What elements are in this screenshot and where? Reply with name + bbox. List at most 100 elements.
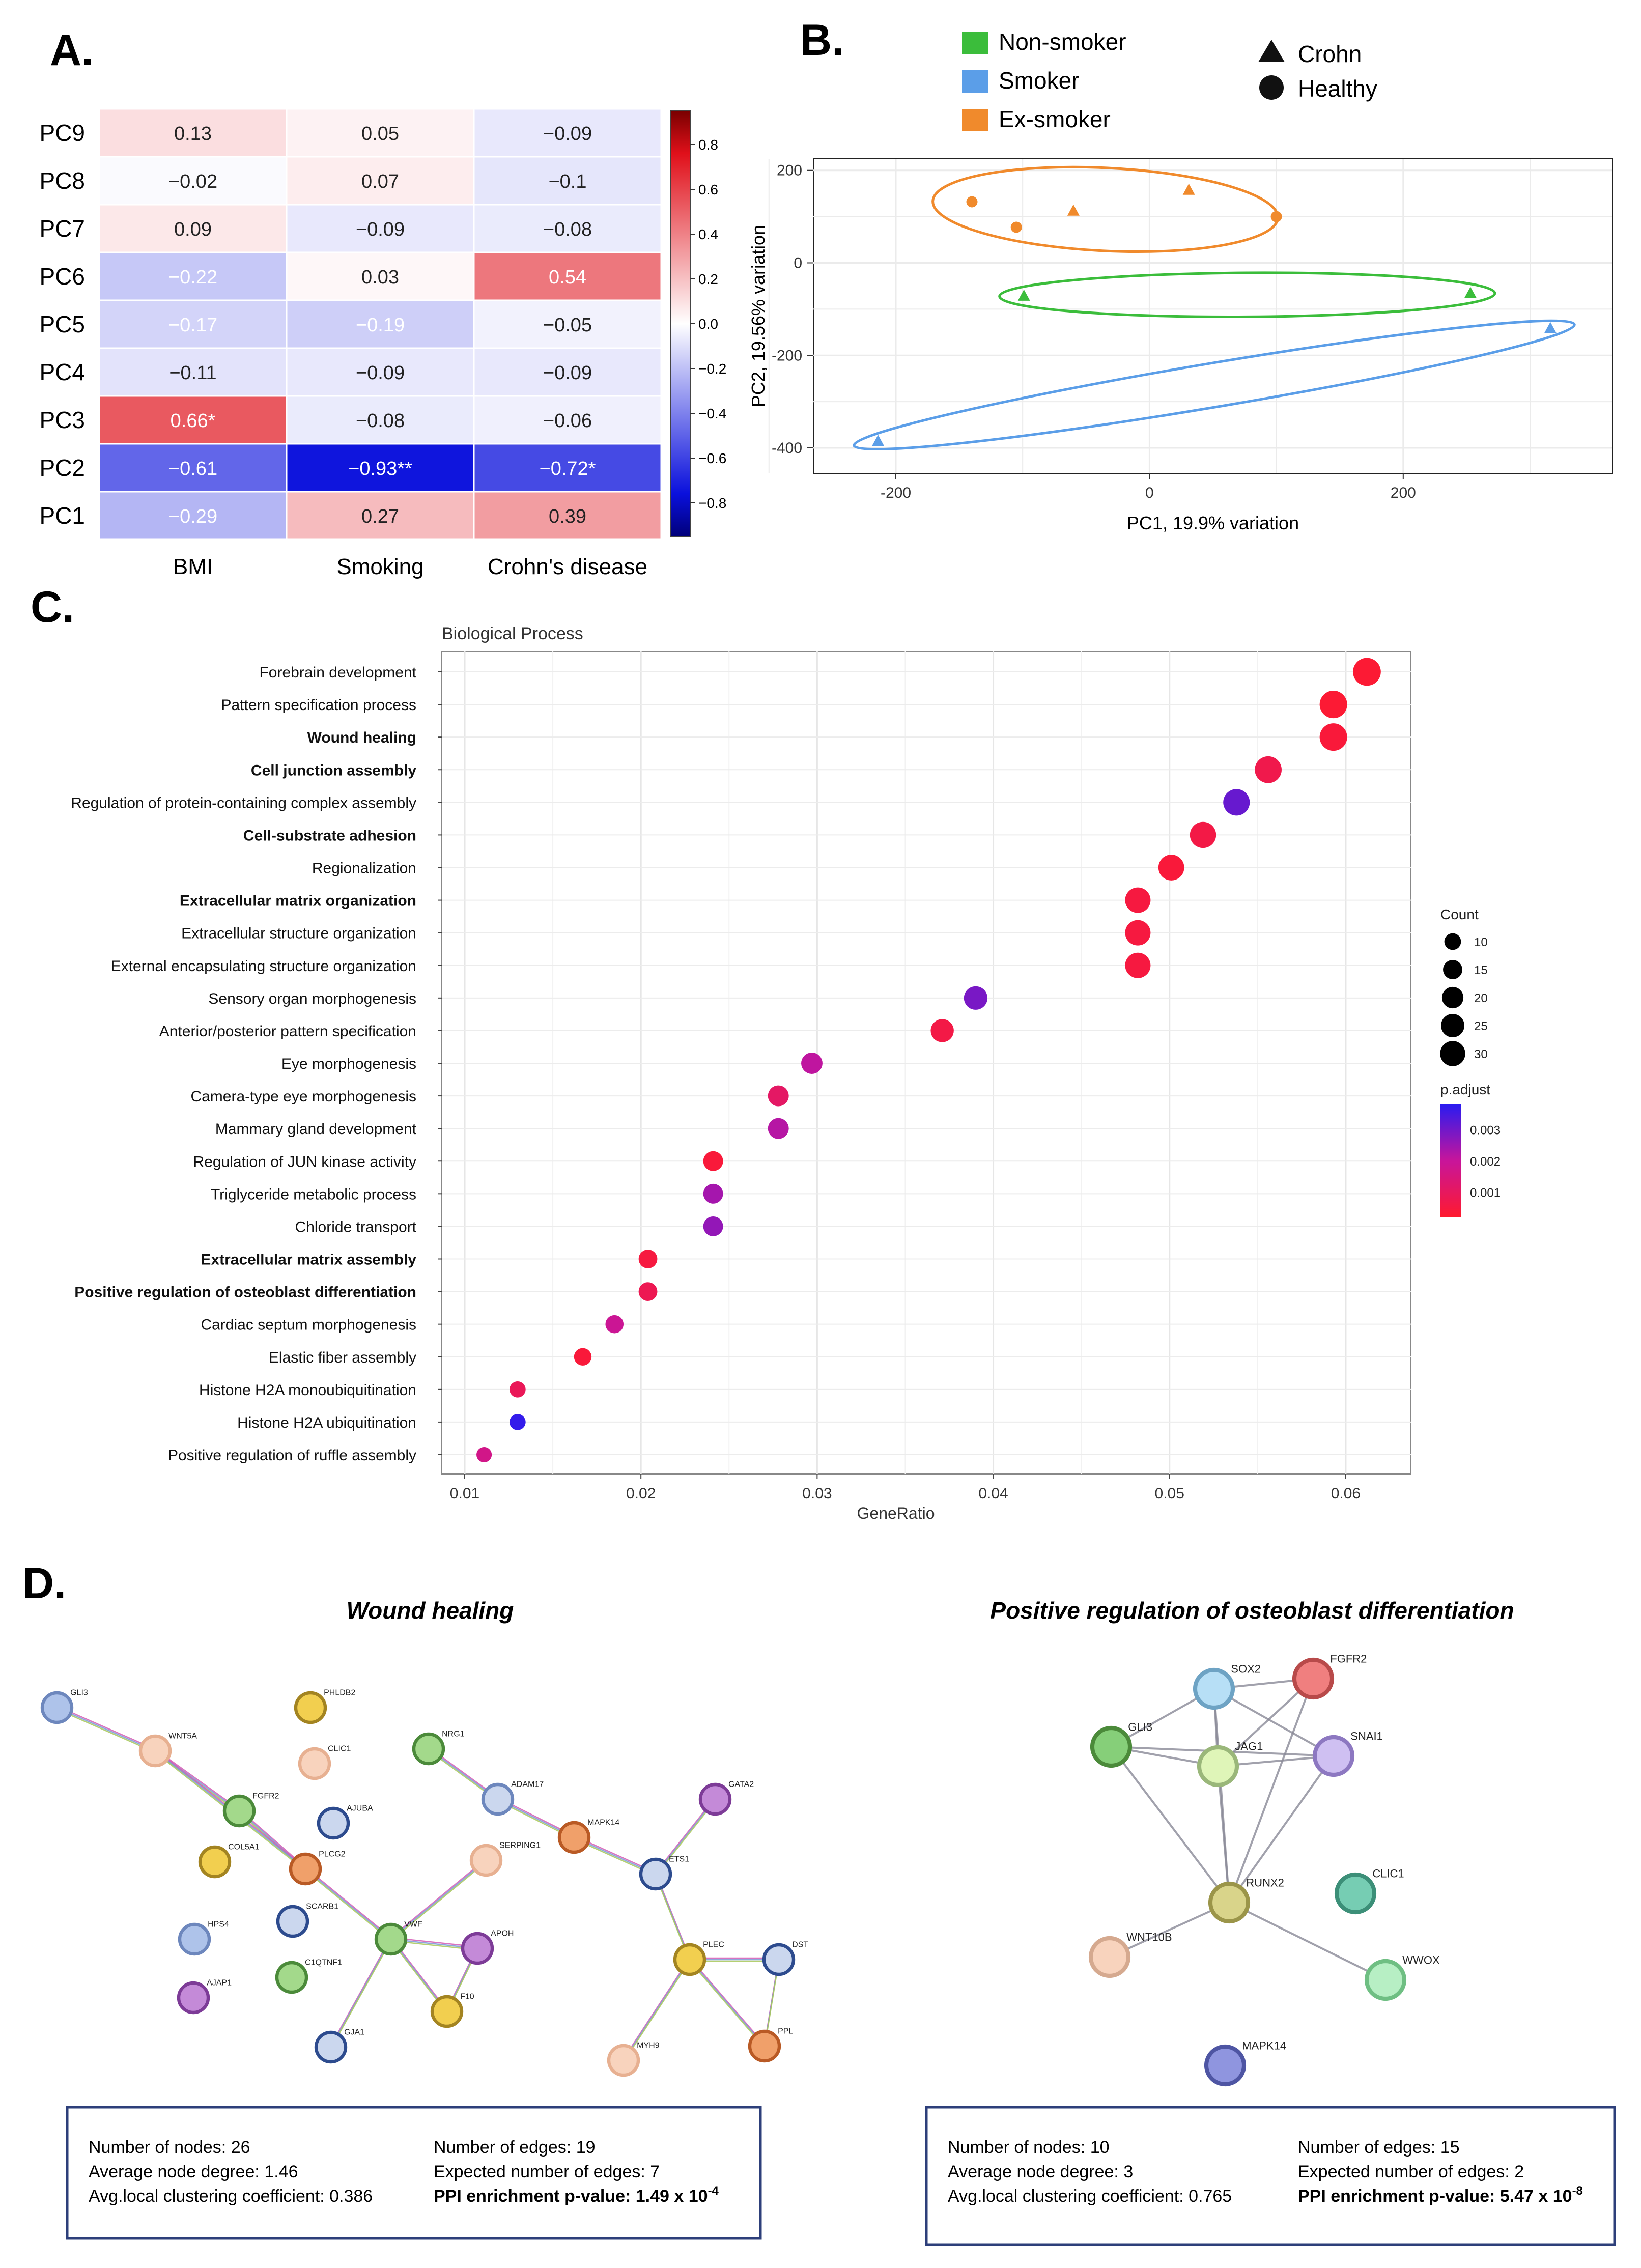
network-node [1193, 1667, 1235, 1710]
pca-y-tick-label: 200 [777, 162, 802, 179]
pca-scatter-plot: -200 0 200 200 0 -200 -400 PC1, 19.9% variation… [748, 29, 1613, 533]
dotplot-term-label: Elastic fiber assembly [269, 1349, 416, 1366]
network-node [138, 1734, 172, 1768]
heatmap-cell-label: 0.27 [361, 506, 399, 527]
pca-point-crohn [872, 435, 885, 446]
heatmap-cell [286, 108, 475, 158]
heatmap-cell-label: −0.72* [540, 458, 596, 479]
network-node [1090, 1725, 1133, 1768]
network-node-label: VWF [404, 1920, 422, 1929]
network-edge [390, 1858, 487, 1938]
network-node [294, 1691, 327, 1724]
network-node [1208, 1881, 1251, 1924]
dotplot-x-tick-label: 0.02 [626, 1485, 656, 1502]
network-node [1292, 1657, 1335, 1700]
network-edge [1213, 1688, 1334, 1757]
go-enrichment-dotplot: Biological Process 0.01 0.02 0.03 0.04 0.05 0.… [71, 624, 1501, 1522]
network-node-label: C1QTNF1 [305, 1958, 342, 1967]
panel-c-label: C. [31, 583, 74, 632]
heatmap-row-label: PC4 [40, 359, 85, 385]
pca-legend-shape-label: Healthy [1298, 75, 1377, 102]
dotplot-term-label: External encapsulating structure organiz… [111, 958, 416, 975]
heatmap-cell-label: −0.93** [348, 458, 412, 479]
network-title: Wound healing [347, 1597, 514, 1624]
network-node [40, 1691, 74, 1724]
heatmap-row-label: PC3 [40, 407, 85, 433]
network-edge [623, 1961, 691, 2062]
network-node-label: APOH [491, 1929, 514, 1938]
network-node [557, 1821, 591, 1854]
network-node-label: FGFR2 [252, 1792, 279, 1800]
color-legend-bar [1440, 1104, 1461, 1217]
dotplot-point [605, 1315, 624, 1334]
network-edge [1217, 1766, 1230, 1903]
network-node [698, 1782, 732, 1816]
network-node [481, 1782, 515, 1816]
ppi-network-osteoblast: SOX2 FGFR2 GLI3 JAG1 SNAI1 RUNX2 CLIC1 WNT10B WW… [925, 1597, 1616, 2246]
dotplot-term-label: Wound healing [307, 729, 416, 746]
network-edge [1229, 1902, 1386, 1981]
dotplot-point [1255, 756, 1282, 783]
network-node-label: WNT5A [168, 1732, 197, 1740]
dotplot-point [638, 1282, 658, 1301]
network-node [298, 1747, 331, 1780]
colorbar-tick-label: 0.6 [698, 182, 718, 197]
size-legend-dot [1443, 960, 1462, 979]
dotplot-point [768, 1118, 789, 1139]
heatmap-cell-label: 0.13 [174, 123, 212, 145]
network-stats-box [66, 2106, 762, 2240]
heatmap-cell [286, 347, 475, 397]
pca-y-tick-label: -200 [772, 347, 802, 364]
network-node-label: GLI3 [70, 1688, 88, 1697]
network-node [177, 1981, 210, 2015]
dotplot-point [1319, 691, 1347, 719]
dotplot-point [1158, 855, 1184, 881]
heatmap-cell [98, 443, 288, 493]
dotplot-term-label: Histone H2A ubiquitination [237, 1414, 416, 1431]
heatmap-row-label: PC8 [40, 167, 85, 194]
color-legend-label: 0.002 [1470, 1155, 1501, 1169]
size-legend-label: 10 [1474, 935, 1488, 949]
network-edge [623, 1958, 691, 2059]
stats-ppi-exponent: -8 [1572, 2184, 1583, 2198]
size-legend-dot [1444, 933, 1461, 950]
network-node-label: COL5A1 [228, 1842, 259, 1851]
dotplot-term-label: Anterior/posterior pattern specification [159, 1023, 416, 1040]
pca-x-tick-label: 0 [1145, 485, 1154, 501]
network-edge [1228, 1678, 1314, 1903]
heatmap-cell [286, 299, 475, 349]
size-legend-label: 30 [1474, 1047, 1488, 1061]
dotplot-x-tick-label: 0.03 [802, 1485, 832, 1502]
heatmap-cell-label: 0.09 [174, 219, 212, 240]
pca-legend-label: Non-smoker [999, 29, 1126, 55]
heatmap-cell-label: −0.09 [356, 362, 405, 384]
network-node [461, 1932, 494, 1965]
size-legend-title: Count [1440, 906, 1479, 922]
network-node [289, 1852, 322, 1886]
pca-y-tick-label: 0 [794, 254, 802, 271]
heatmap-cell [473, 395, 662, 445]
pca-x-axis-label: PC1, 19.9% variation [1127, 513, 1299, 533]
network-edge [689, 1959, 765, 2047]
dotplot-term-label: Cell junction assembly [251, 762, 416, 779]
network-node [412, 1732, 445, 1766]
stats-nodes: Number of nodes: 26 [89, 2138, 250, 2157]
network-node-label: MYH9 [637, 2041, 660, 2050]
heatmap-column-label: Smoking [336, 554, 423, 579]
network-node [317, 1806, 350, 1840]
heatmap-cell [286, 443, 475, 493]
heatmap-row-label: PC7 [40, 215, 85, 242]
network-node-label: AJAP1 [207, 1978, 232, 1987]
pca-legend-triangle [1258, 40, 1285, 62]
heatmap-cell-label: −0.19 [356, 315, 405, 336]
stats-clustering: Avg.local clustering coefficient: 0.386 [89, 2187, 373, 2206]
stats-ppi: PPI enrichment p-value: 5.47 x 10-8 [1298, 2184, 1583, 2206]
network-node-label: FGFR2 [1330, 1653, 1367, 1665]
pca-y-axis-label: PC2, 19.56% variation [748, 225, 769, 407]
colorbar-tick-label: 0.2 [698, 271, 718, 287]
pca-group-ellipse [853, 319, 1576, 451]
dotplot-term-label: Regulation of JUN kinase activity [193, 1153, 416, 1170]
pca-legend-label: Smoker [999, 67, 1079, 94]
size-legend-label: 20 [1474, 991, 1488, 1005]
network-node [275, 1961, 308, 1994]
